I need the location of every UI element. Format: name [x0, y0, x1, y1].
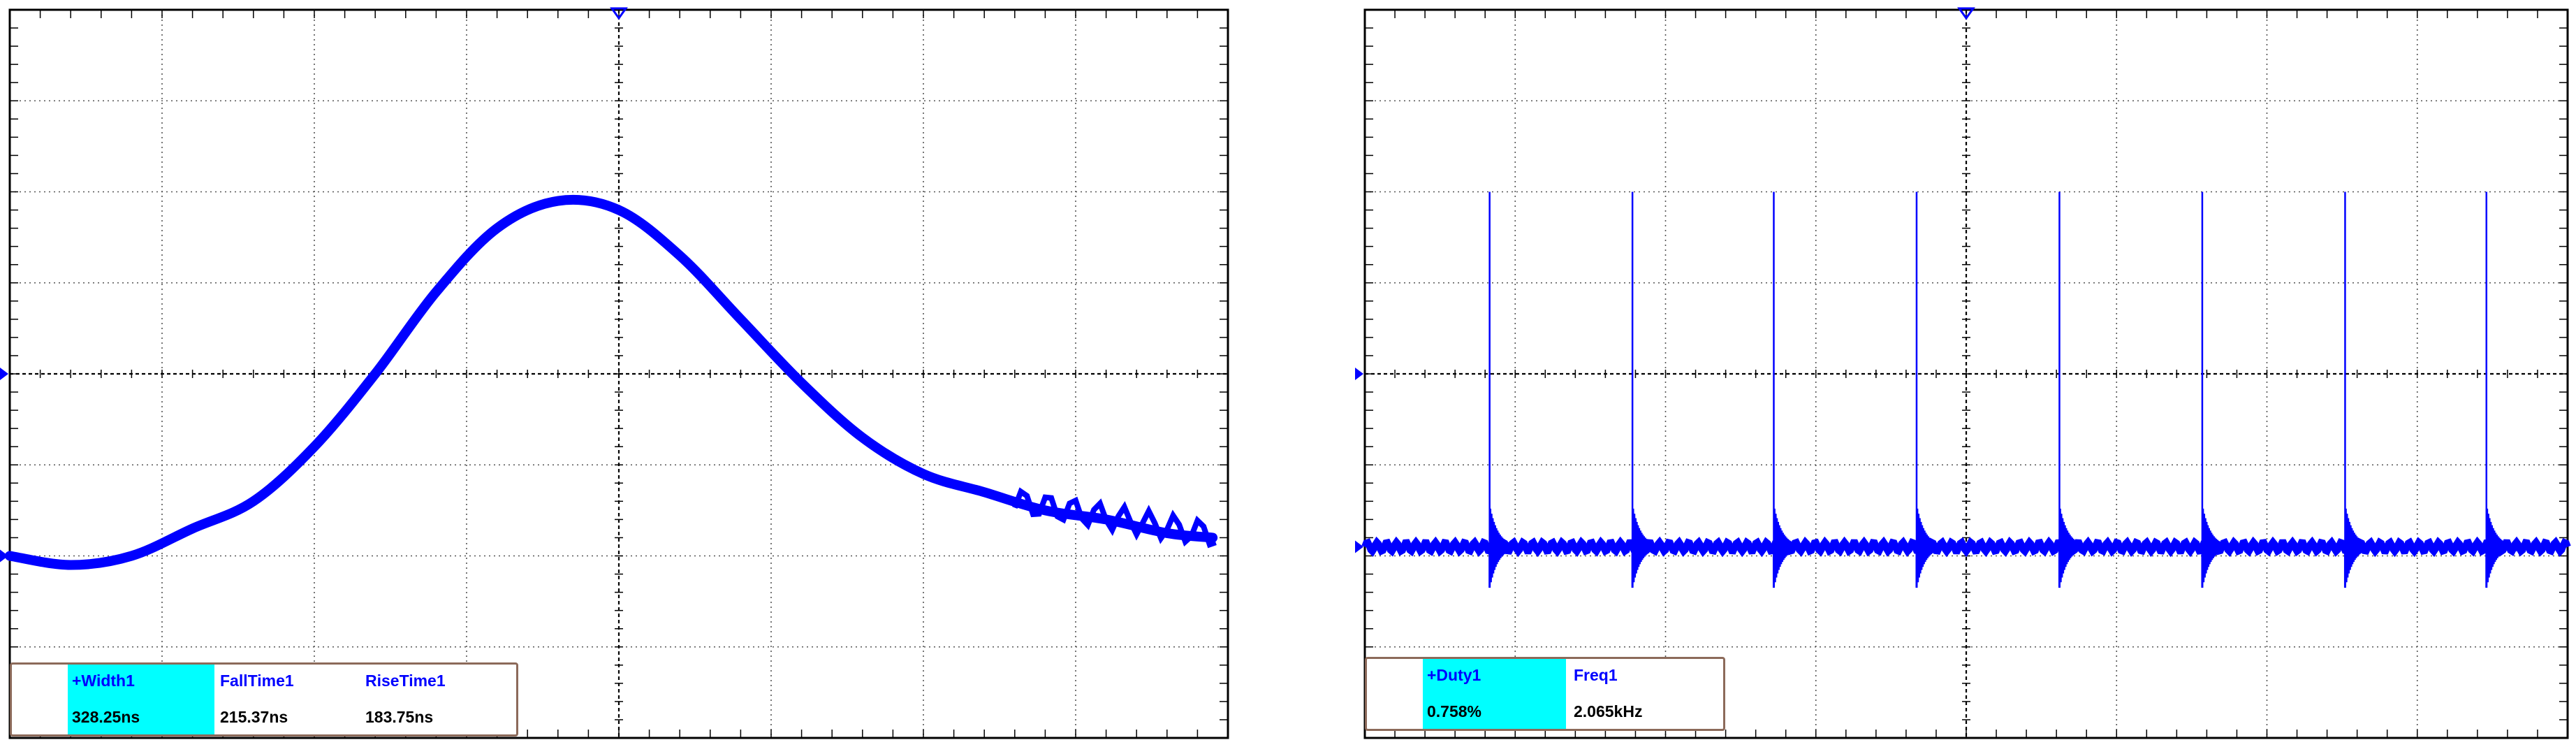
trigger-level-marker-icon [0, 368, 8, 380]
measurement-value: 328.25ns [68, 703, 214, 734]
measurement-label: +Duty1 [1423, 659, 1566, 697]
trigger-level-marker-icon [1355, 368, 1363, 380]
measurement-freq1[interactable]: Freq1 2.065kHz [1569, 659, 1709, 729]
scope-panel-left: +Width1 328.25ns FallTime1 215.37ns RiseTime… [0, 0, 1236, 754]
measurement-box-left: +Width1 328.25ns FallTime1 215.37ns RiseTime… [10, 662, 518, 737]
axis-ticks [9, 9, 1229, 739]
measurement-label: FallTime1 [220, 672, 294, 690]
scope-panel-right: +Duty1 0.758% Freq1 2.065kHz [1355, 0, 2576, 754]
waveform-trace [5, 194, 1218, 570]
pulse-ringing [1631, 508, 1669, 588]
measurement-box-right: +Duty1 0.758% Freq1 2.065kHz [1365, 657, 1725, 731]
pulse-ringing [1488, 508, 1526, 588]
waveform-ringing [1012, 487, 1217, 549]
measurement-falltime1[interactable]: FallTime1 215.37ns [216, 665, 356, 734]
axis-ticks [1364, 9, 2568, 739]
measurement-value: 215.37ns [220, 708, 288, 726]
measurement-value: 0.758% [1423, 697, 1566, 729]
channel-ground-marker-icon [0, 549, 8, 563]
pulse-ringing [2485, 508, 2523, 588]
measurement-risetime1[interactable]: RiseTime1 183.75ns [361, 665, 501, 734]
measurement-label: Freq1 [1574, 666, 1618, 684]
pulse-ringing [2058, 508, 2096, 588]
pulse-ringing [1915, 508, 1954, 588]
trigger-marker-icon [610, 7, 628, 20]
measurement-label: +Width1 [68, 665, 214, 703]
pulse-ringing [2343, 508, 2382, 588]
pulse-ringing [2201, 508, 2239, 588]
waveform-trace [1361, 536, 2571, 558]
pulse-ringing [1772, 508, 1810, 588]
trigger-marker-icon [1957, 7, 1975, 20]
waveform-display-left [0, 7, 1229, 739]
channel-ground-marker-icon [1355, 540, 1363, 553]
measurement-label: RiseTime1 [365, 672, 446, 690]
measurement-value: 183.75ns [365, 708, 434, 726]
measurement-duty1[interactable]: +Duty1 0.758% [1423, 659, 1566, 729]
measurement-width1[interactable]: +Width1 328.25ns [68, 665, 214, 734]
measurement-value: 2.065kHz [1574, 702, 1643, 720]
waveform-display-right [1355, 7, 2571, 739]
